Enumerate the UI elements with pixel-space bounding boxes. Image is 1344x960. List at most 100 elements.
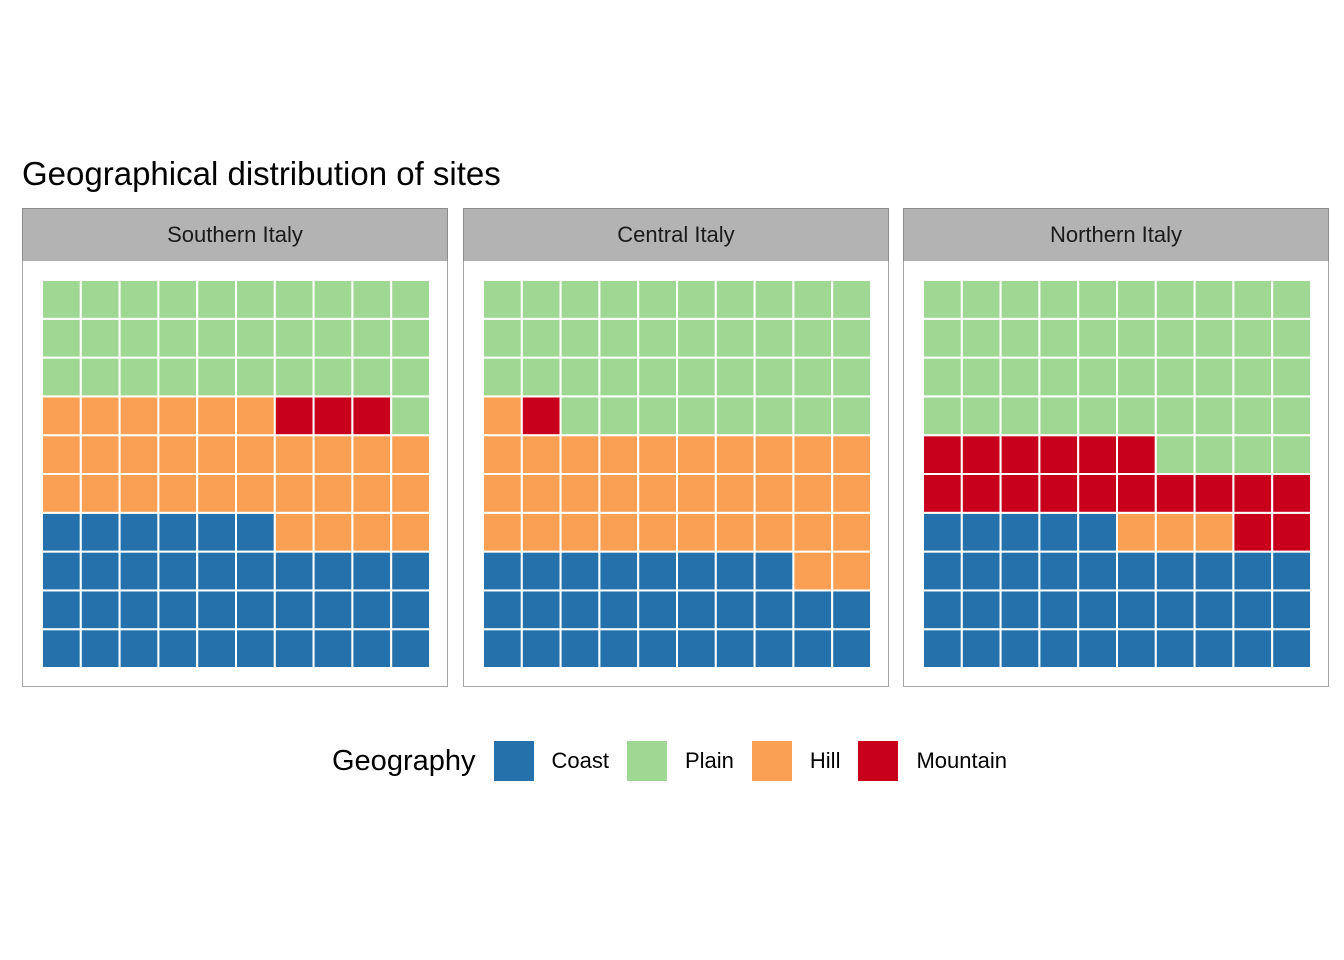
waffle-cell-plain [960, 280, 1002, 320]
legend-item-plain: Plain [626, 741, 734, 781]
waffle-cell-plain [196, 280, 237, 320]
waffle-cell-plain [559, 317, 601, 359]
waffle-cell-plain [831, 317, 871, 359]
waffle-cell-coast [157, 589, 199, 631]
waffle-cell-coast [1193, 628, 1235, 668]
waffle-cell-plain [118, 317, 160, 359]
waffle-cell-plain [483, 356, 523, 398]
waffle-cell-hill [42, 395, 82, 437]
waffle-cell-coast [1038, 589, 1080, 631]
waffle-cell-plain [1038, 395, 1080, 437]
waffle-cell-plain [235, 280, 276, 320]
waffle-cell-coast [157, 628, 199, 668]
waffle-cell-hill [831, 434, 871, 475]
facet-southern-italy: Southern Italy [22, 208, 448, 688]
waffle-cell-plain [1154, 280, 1196, 320]
waffle-cell-coast [351, 550, 393, 592]
waffle-cell-coast [923, 511, 963, 553]
waffle-cell-plain [753, 280, 795, 320]
facet-central-italy: Central Italy [463, 208, 889, 688]
waffle-cell-coast [235, 511, 276, 553]
waffle-cell-plain [1154, 395, 1196, 437]
waffle-cell-coast [1116, 628, 1157, 668]
waffle-cell-hill [118, 395, 160, 437]
waffle-cell-coast [676, 589, 717, 631]
waffle-cell-hill [390, 434, 430, 475]
waffle-cell-coast [312, 589, 354, 631]
waffle-cell-hill [714, 434, 756, 475]
waffle-cell-mountain [1232, 511, 1274, 553]
waffle-cell-plain [483, 317, 523, 359]
waffle-cell-coast [351, 589, 393, 631]
waffle-cell-mountain [923, 434, 963, 475]
waffle-cell-hill [483, 434, 523, 475]
facet-panel [903, 261, 1329, 687]
waffle-cell-hill [520, 473, 562, 514]
facet-strip: Northern Italy [903, 208, 1329, 262]
waffle-cell-mountain [1116, 473, 1157, 514]
waffle-cell-plain [118, 280, 160, 320]
legend-key-hill [751, 741, 792, 781]
waffle-cell-coast [1038, 628, 1080, 668]
waffle-cell-hill [598, 434, 640, 475]
waffle-cell-hill [42, 473, 82, 514]
waffle-cell-mountain [1154, 473, 1196, 514]
legend-label-plain: Plain [684, 748, 734, 773]
waffle-cell-hill [483, 473, 523, 514]
facet-label: Northern Italy [1049, 222, 1183, 247]
waffle-cell-hill [753, 434, 795, 475]
legend-key-mountain [858, 741, 899, 781]
waffle-cell-mountain [1193, 473, 1235, 514]
waffle-cell-plain [235, 317, 276, 359]
waffle-cell-plain [1077, 356, 1118, 398]
waffle-cell-plain [351, 280, 393, 320]
waffle-cell-plain [1232, 434, 1274, 475]
waffle-cell-coast [637, 589, 678, 631]
waffle-cell-hill [753, 473, 795, 514]
waffle-cell-hill [390, 511, 430, 553]
waffle-cell-plain [42, 317, 82, 359]
waffle-cell-plain [714, 395, 756, 437]
waffle-cell-coast [273, 628, 315, 668]
waffle-cell-coast [1038, 511, 1080, 553]
waffle-cell-plain [390, 356, 430, 398]
waffle-cell-coast [999, 589, 1041, 631]
waffle-cell-mountain [999, 473, 1041, 514]
waffle-cell-hill [118, 473, 160, 514]
waffle-cell-coast [831, 589, 871, 631]
waffle-cell-plain [637, 395, 678, 437]
waffle-cell-plain [1193, 434, 1235, 475]
waffle-cell-plain [312, 280, 354, 320]
waffle-cell-hill [559, 434, 601, 475]
waffle-cell-hill [312, 473, 354, 514]
waffle-cell-plain [637, 356, 678, 398]
waffle-cell-plain [351, 356, 393, 398]
waffle-cell-coast [273, 589, 315, 631]
waffle-cell-plain [79, 317, 121, 359]
waffle-cell-plain [792, 395, 834, 437]
waffle-cell-coast [1232, 628, 1274, 668]
waffle-cell-coast [157, 511, 199, 553]
waffle-cell-hill [351, 473, 393, 514]
waffle-cell-plain [1232, 395, 1274, 437]
waffle-cell-mountain [520, 395, 562, 437]
waffle-cell-plain [42, 356, 82, 398]
legend: Geography Coast Plain Hill Mountain [332, 741, 1025, 781]
waffle-cell-coast [235, 589, 276, 631]
waffle-cell-hill [831, 550, 871, 592]
waffle-cell-hill [753, 511, 795, 553]
waffle-cell-plain [923, 280, 963, 320]
waffle-cell-plain [1193, 280, 1235, 320]
waffle-cell-plain [637, 317, 678, 359]
waffle-cell-coast [1077, 589, 1118, 631]
waffle-cell-mountain [1077, 434, 1118, 475]
waffle-cell-hill [559, 473, 601, 514]
waffle-cell-hill [637, 473, 678, 514]
waffle-cell-coast [42, 550, 82, 592]
waffle-cell-coast [118, 628, 160, 668]
waffle-cell-mountain [351, 395, 393, 437]
waffle-cell-coast [714, 589, 756, 631]
waffle-cell-plain [1154, 434, 1196, 475]
waffle-cell-plain [637, 280, 678, 320]
waffle-cell-plain [598, 395, 640, 437]
